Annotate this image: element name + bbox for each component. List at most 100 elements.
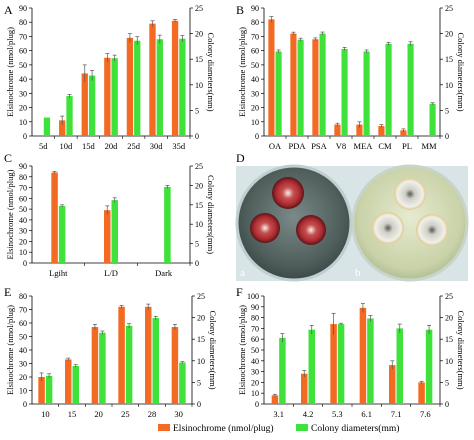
c-left-tick-label: 40 bbox=[19, 216, 27, 225]
b-right-tick-label: 10 bbox=[445, 81, 453, 90]
f-bar-elsinochrome bbox=[330, 324, 337, 404]
a-right-tick-label: 10 bbox=[195, 81, 203, 90]
f-x-tick-label: 5.3 bbox=[332, 409, 343, 419]
e-bar-colony-diameter bbox=[179, 362, 186, 404]
legend-swatch-orange bbox=[158, 424, 170, 431]
e-x-tick-label: 15 bbox=[68, 409, 77, 419]
e-left-tick-label: 50 bbox=[19, 333, 27, 342]
a-left-axis-title: Elsinochrome (nmol/plug) bbox=[5, 27, 15, 117]
f-right-tick-label: 0 bbox=[445, 400, 449, 409]
photo-label-a: a bbox=[240, 267, 245, 279]
f-bar-elsinochrome bbox=[389, 365, 396, 404]
a-bar-colony-diameter bbox=[88, 75, 96, 136]
b-right-tick-label: 20 bbox=[445, 30, 453, 39]
b-bar-elsinochrome bbox=[378, 126, 385, 136]
f-bar-colony-diameter bbox=[308, 329, 315, 404]
a-left-tick-label: 90 bbox=[19, 4, 27, 13]
colony-b3 bbox=[416, 214, 448, 246]
f-right-tick-label: 15 bbox=[445, 335, 453, 344]
a-left-tick-label: 0 bbox=[23, 132, 27, 141]
f-bar-colony-diameter bbox=[279, 337, 286, 404]
b-x-tick-label: PL bbox=[402, 141, 412, 151]
e-left-tick-label: 0 bbox=[23, 400, 27, 409]
a-x-tick-label: 15d bbox=[82, 141, 96, 151]
c-left-tick-label: 60 bbox=[19, 194, 27, 203]
f-bar-elsinochrome bbox=[359, 307, 367, 404]
a-bar-colony-diameter bbox=[179, 38, 186, 136]
c-right-tick-label: 0 bbox=[195, 259, 199, 268]
c-right-tick-label: 15 bbox=[195, 201, 203, 210]
a-x-tick-label: 5d bbox=[39, 141, 48, 151]
c-left-axis-title: Elsinochrome (nmol/plug) bbox=[5, 169, 15, 259]
e-left-tick-label: 30 bbox=[19, 360, 27, 369]
e-left-tick-label: 80 bbox=[19, 292, 27, 301]
e-bar-elsinochrome bbox=[38, 377, 45, 404]
a-left-tick-label: 40 bbox=[19, 75, 27, 84]
f-left-tick-label: 60 bbox=[251, 335, 259, 344]
e-x-tick-label: 30 bbox=[174, 409, 183, 419]
chart-panel-a: 0 10 20 30 40 50 60 70 80 90 0 5 10 15 20 25 Elsinochrom… bbox=[5, 4, 216, 151]
a-bar-elsinochrome bbox=[104, 57, 111, 136]
f-x-tick-label: 7.6 bbox=[420, 409, 431, 419]
c-left-tick-label: 30 bbox=[19, 227, 27, 236]
c-left-tick-label: 0 bbox=[23, 259, 27, 268]
b-bar-elsinochrome bbox=[334, 124, 341, 136]
b-left-tick-label: 70 bbox=[251, 32, 259, 41]
a-right-tick-label: 25 bbox=[195, 4, 203, 13]
b-bar-elsinochrome bbox=[312, 39, 319, 136]
f-left-axis-title: Elsinochrome (nmol/plug) bbox=[237, 305, 247, 395]
a-right-axis-title: Colony diameters(mm) bbox=[206, 32, 216, 111]
c-right-tick-label: 20 bbox=[195, 181, 203, 190]
e-bar-colony-diameter bbox=[99, 332, 106, 404]
e-bar-elsinochrome bbox=[171, 327, 179, 404]
e-bar-elsinochrome bbox=[91, 327, 99, 404]
panel-label-f: F bbox=[236, 285, 243, 299]
f-x-tick-label: 4.2 bbox=[303, 409, 314, 419]
f-left-tick-label: 80 bbox=[251, 314, 259, 323]
a-left-tick-label: 50 bbox=[19, 61, 27, 70]
c-bar-colony-diameter bbox=[58, 205, 66, 263]
a-bar-colony-diameter bbox=[134, 40, 141, 136]
chart-panel-c: 01020304050607080900510152025Elsinochrom… bbox=[5, 162, 216, 278]
f-x-tick-label: 6.1 bbox=[361, 409, 372, 419]
f-right-tick-label: 10 bbox=[445, 357, 453, 366]
c-left-tick-label: 70 bbox=[19, 184, 27, 193]
f-x-tick-label: 3.1 bbox=[273, 409, 284, 419]
e-left-axis-title: Elsinochrome (nmol/plug) bbox=[5, 305, 15, 395]
a-x-tick-label: 20d bbox=[105, 141, 119, 151]
b-bar-colony-diameter bbox=[429, 103, 436, 136]
photo-label-b: b bbox=[355, 267, 361, 279]
e-bar-colony-diameter bbox=[45, 375, 53, 404]
b-left-tick-label: 50 bbox=[251, 61, 259, 70]
a-bar-colony-diameter bbox=[156, 39, 163, 137]
a-bar-elsinochrome bbox=[149, 23, 156, 137]
chart-panel-e: 0 10 20 30 40 50 60 70 80 0 5 10 15 20 25 Elsinochrome … bbox=[5, 292, 218, 419]
e-right-tick-label: 25 bbox=[197, 292, 205, 301]
a-bar-elsinochrome bbox=[59, 120, 66, 136]
a-left-tick-label: 80 bbox=[19, 18, 27, 27]
chart-panel-f: 01020304050607080901000510152025Elsinoch… bbox=[237, 292, 466, 419]
f-left-tick-label: 100 bbox=[247, 292, 259, 301]
b-left-tick-label: 30 bbox=[251, 89, 259, 98]
f-left-tick-label: 40 bbox=[251, 357, 259, 366]
colony-b2 bbox=[372, 212, 404, 244]
e-bar-elsinochrome bbox=[118, 306, 125, 404]
b-x-tick-label: MM bbox=[421, 141, 437, 151]
f-bar-colony-diameter bbox=[367, 318, 374, 404]
c-left-tick-label: 10 bbox=[19, 248, 27, 257]
b-left-tick-label: 10 bbox=[251, 118, 259, 127]
e-x-tick-label: 28 bbox=[148, 409, 157, 419]
a-bar-colony-diameter bbox=[111, 58, 118, 137]
f-left-tick-label: 30 bbox=[251, 368, 259, 377]
f-left-tick-label: 50 bbox=[251, 346, 259, 355]
f-right-tick-label: 25 bbox=[445, 292, 453, 301]
f-bar-elsinochrome bbox=[301, 373, 308, 404]
c-right-axis-title: Colony diameters(mm) bbox=[206, 175, 216, 254]
c-bar-colony-diameter bbox=[164, 186, 171, 263]
a-right-tick-label: 0 bbox=[195, 132, 199, 141]
b-right-tick-label: 5 bbox=[445, 106, 449, 115]
b-bar-colony-diameter bbox=[275, 51, 282, 136]
a-right-tick-label: 5 bbox=[195, 106, 199, 115]
b-bar-colony-diameter bbox=[363, 51, 370, 136]
